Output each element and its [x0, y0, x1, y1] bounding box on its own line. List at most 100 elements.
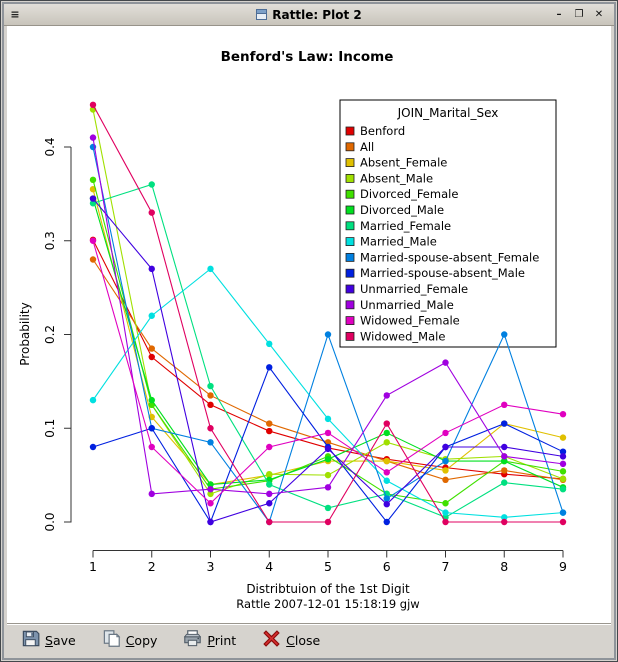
- data-point: [266, 500, 273, 507]
- data-point: [442, 509, 449, 516]
- legend-swatch-Widowed_Female: [345, 316, 355, 326]
- data-point: [207, 500, 214, 507]
- data-point: [207, 425, 214, 432]
- print-button[interactable]: Print: [183, 629, 236, 652]
- data-point: [148, 490, 155, 498]
- data-point: [89, 195, 97, 202]
- x-tick-label: 1: [89, 559, 97, 574]
- legend-swatch-Married_Female: [345, 221, 355, 231]
- legend-label-Married_Male: Married_Male: [360, 235, 437, 249]
- data-point: [501, 453, 508, 460]
- x-tick-label: 7: [442, 559, 450, 574]
- data-point: [207, 265, 214, 273]
- data-point: [148, 443, 155, 451]
- data-point: [266, 490, 273, 498]
- data-point: [559, 460, 567, 468]
- legend-swatch-All: [345, 142, 355, 152]
- legend-label-Benford: Benford: [360, 124, 405, 138]
- y-tick-label: 0.0: [43, 512, 57, 531]
- data-point: [324, 429, 332, 437]
- legend-swatch-Absent_Male: [345, 173, 355, 183]
- legend-swatch-Absent_Female: [345, 158, 355, 168]
- data-point: [442, 359, 449, 366]
- legend-swatch-Unmarried_Male: [345, 300, 355, 310]
- data-point: [207, 518, 214, 526]
- data-point: [207, 392, 214, 399]
- data-point: [501, 479, 508, 486]
- data-point: [324, 455, 332, 463]
- data-point: [442, 443, 449, 451]
- data-point: [89, 256, 97, 263]
- data-point: [501, 331, 508, 338]
- data-point: [501, 518, 508, 526]
- x-axis-title: Distribtuion of the 1st Digit: [246, 582, 410, 596]
- data-point: [383, 420, 390, 427]
- data-point: [559, 475, 567, 483]
- minimize-button[interactable]: –: [556, 9, 562, 20]
- data-point: [148, 353, 155, 361]
- data-point: [89, 200, 97, 207]
- data-point: [89, 237, 97, 244]
- data-point: [148, 345, 155, 352]
- data-point: [148, 425, 155, 432]
- data-point: [148, 209, 155, 216]
- titlebar[interactable]: ≡ Rattle: Plot 2 – ❐ ✕: [4, 4, 614, 26]
- floppy-icon: [21, 629, 40, 652]
- x-tick-label: 5: [324, 559, 332, 574]
- data-point: [442, 476, 449, 484]
- data-point: [266, 364, 273, 371]
- data-point: [324, 504, 332, 512]
- data-point: [501, 420, 508, 427]
- series-Widowed_Male: [89, 101, 567, 526]
- data-point: [324, 331, 332, 338]
- data-point: [89, 101, 97, 109]
- legend-label-Divorced_Female: Divorced_Female: [360, 187, 458, 201]
- data-point: [148, 181, 155, 188]
- x-tick-label: 2: [148, 559, 156, 574]
- data-point: [89, 396, 97, 404]
- data-point: [324, 415, 332, 423]
- legend-label-Unmarried_Female: Unmarried_Female: [360, 282, 468, 296]
- x-tick-label: 6: [383, 559, 391, 574]
- legend-label-Absent_Female: Absent_Female: [360, 156, 447, 170]
- data-point: [559, 410, 567, 418]
- close-toolbar-button[interactable]: Close: [262, 629, 320, 652]
- save-button[interactable]: Save: [21, 629, 76, 652]
- copy-button[interactable]: Copy: [102, 629, 157, 652]
- data-point: [207, 485, 214, 493]
- x-tick-label: 9: [559, 559, 567, 574]
- printer-icon: [183, 629, 202, 652]
- data-point: [559, 453, 567, 460]
- print-button-label: Print: [207, 632, 237, 648]
- x-tick-label: 3: [207, 559, 215, 574]
- window-menu-button[interactable]: ≡: [10, 8, 20, 21]
- legend-label-Unmarried_Male: Unmarried_Male: [360, 298, 454, 312]
- close-button[interactable]: ✕: [594, 9, 604, 20]
- x-tick-label: 4: [265, 559, 273, 574]
- data-point: [383, 457, 390, 465]
- save-button-label: Save: [45, 632, 76, 648]
- data-point: [501, 443, 508, 451]
- legend-swatch-Married_Male: [345, 237, 355, 247]
- data-point: [501, 467, 508, 474]
- legend-label-Married-spouse-absent_Female: Married-spouse-absent_Female: [360, 250, 539, 264]
- series-Unmarried_Female: [89, 195, 567, 526]
- chart-title: Benford's Law: Income: [221, 49, 394, 65]
- y-tick-label: 0.3: [43, 231, 57, 250]
- data-point: [559, 518, 567, 526]
- window-icon: [256, 9, 268, 20]
- legend-box: [339, 99, 557, 348]
- data-point: [324, 471, 332, 479]
- maximize-button[interactable]: ❐: [574, 9, 584, 20]
- data-point: [266, 427, 273, 435]
- data-point: [324, 518, 332, 526]
- data-point: [383, 500, 390, 508]
- legend-label-Widowed_Male: Widowed_Male: [360, 329, 445, 343]
- data-point: [501, 401, 508, 409]
- data-point: [559, 509, 567, 516]
- y-tick-label: 0.1: [43, 419, 57, 438]
- data-point: [559, 485, 567, 493]
- data-point: [442, 457, 449, 465]
- data-point: [89, 176, 97, 184]
- legend-label-All: All: [360, 140, 374, 154]
